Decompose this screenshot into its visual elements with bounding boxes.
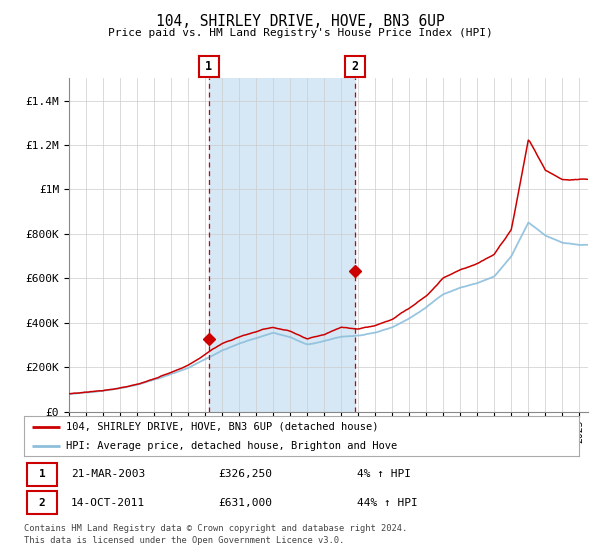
Text: Contains HM Land Registry data © Crown copyright and database right 2024.: Contains HM Land Registry data © Crown c… bbox=[24, 524, 407, 533]
FancyBboxPatch shape bbox=[27, 463, 58, 486]
Text: Price paid vs. HM Land Registry's House Price Index (HPI): Price paid vs. HM Land Registry's House … bbox=[107, 28, 493, 38]
Text: 104, SHIRLEY DRIVE, HOVE, BN3 6UP: 104, SHIRLEY DRIVE, HOVE, BN3 6UP bbox=[155, 14, 445, 29]
Text: 1: 1 bbox=[205, 60, 212, 73]
Text: 21-MAR-2003: 21-MAR-2003 bbox=[71, 469, 145, 479]
Text: 14-OCT-2011: 14-OCT-2011 bbox=[71, 498, 145, 508]
Text: 4% ↑ HPI: 4% ↑ HPI bbox=[357, 469, 411, 479]
Text: 2: 2 bbox=[38, 498, 46, 508]
Text: £326,250: £326,250 bbox=[218, 469, 272, 479]
Text: This data is licensed under the Open Government Licence v3.0.: This data is licensed under the Open Gov… bbox=[24, 536, 344, 545]
Text: £631,000: £631,000 bbox=[218, 498, 272, 508]
Text: 104, SHIRLEY DRIVE, HOVE, BN3 6UP (detached house): 104, SHIRLEY DRIVE, HOVE, BN3 6UP (detac… bbox=[65, 422, 378, 432]
Bar bbox=[209, 78, 355, 412]
Text: 1: 1 bbox=[38, 469, 46, 479]
Text: HPI: Average price, detached house, Brighton and Hove: HPI: Average price, detached house, Brig… bbox=[65, 441, 397, 450]
Text: 2: 2 bbox=[351, 60, 358, 73]
FancyBboxPatch shape bbox=[27, 491, 58, 515]
Text: 44% ↑ HPI: 44% ↑ HPI bbox=[357, 498, 418, 508]
